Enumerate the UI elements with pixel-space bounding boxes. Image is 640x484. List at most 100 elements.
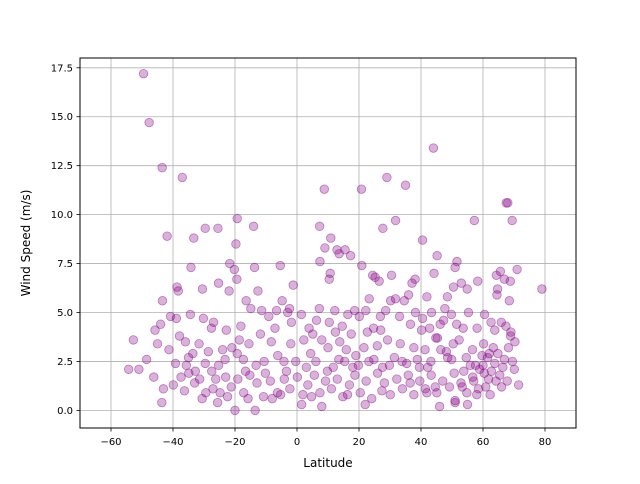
scatter-point <box>478 360 488 371</box>
scatter-point <box>215 388 225 398</box>
scatter-point <box>448 282 459 292</box>
scatter-point <box>409 390 419 400</box>
scatter-point <box>379 378 390 388</box>
scatter-point <box>432 388 442 398</box>
scatter-point <box>227 343 237 353</box>
scatter-point <box>384 360 395 371</box>
y-tick-label: 7.5 <box>57 259 73 270</box>
scatter-point <box>157 296 168 306</box>
scatter-point <box>449 368 459 378</box>
scatter-point <box>369 354 379 365</box>
scatter-point <box>232 213 242 224</box>
scatter-point <box>346 329 356 339</box>
scatter-point <box>485 390 495 400</box>
scatter-point <box>473 276 483 286</box>
scatter-point <box>198 313 209 324</box>
scatter-point <box>255 329 266 339</box>
y-tick-label: 5.0 <box>57 308 73 319</box>
scatter-point <box>423 362 433 373</box>
scatter-point <box>155 319 166 329</box>
scatter-point <box>266 337 276 347</box>
scatter-point <box>486 366 497 376</box>
scatter-point <box>501 198 511 208</box>
scatter-point <box>328 362 338 373</box>
scatter-point <box>296 399 307 410</box>
scatter-point <box>256 305 267 316</box>
scatter-point <box>414 362 425 373</box>
scatter-point <box>512 264 522 275</box>
scatter-point <box>270 323 280 333</box>
scatter-point <box>478 339 489 349</box>
scatter-point <box>152 339 163 349</box>
scatter-point <box>459 366 469 376</box>
scatter-point <box>330 305 340 316</box>
scatter-point <box>217 344 228 355</box>
scatter-point <box>338 391 348 402</box>
scatter-point <box>225 258 235 269</box>
scatter-point <box>457 382 467 392</box>
scatter-point <box>186 262 196 273</box>
scatter-point <box>506 327 516 337</box>
x-tick-label: −40 <box>162 437 183 448</box>
scatter-point <box>230 405 240 416</box>
scatter-point <box>275 260 285 271</box>
y-tick-label: 12.5 <box>51 161 73 172</box>
scatter-point <box>303 380 313 390</box>
scatter-point <box>444 382 455 392</box>
scatter-point <box>162 231 172 241</box>
scatter-point <box>319 184 329 194</box>
scatter-point <box>213 223 223 234</box>
scatter-point <box>273 350 283 361</box>
x-tick-label: 80 <box>539 437 552 448</box>
scatter-point <box>232 274 242 284</box>
scatter-point <box>267 393 277 404</box>
scatter-point <box>150 325 160 335</box>
scatter-point <box>233 374 243 384</box>
scatter-point <box>350 370 360 380</box>
scatter-point <box>224 286 234 296</box>
scatter-point <box>296 309 307 320</box>
scatter-point <box>299 335 309 345</box>
scatter-point <box>334 354 344 365</box>
scatter-point <box>405 319 416 329</box>
scatter-point <box>259 356 269 367</box>
scatter-point <box>434 401 445 412</box>
scatter-point <box>488 343 498 353</box>
scatter-point <box>221 325 232 335</box>
scatter-point <box>340 245 350 255</box>
scatter-point <box>420 384 431 394</box>
scatter-point <box>240 366 251 376</box>
scatter-point <box>482 352 493 363</box>
scatter-point <box>412 354 422 365</box>
x-axis-ticks: −60 −40 −20 0 20 40 60 80 <box>100 428 551 448</box>
scatter-point <box>149 372 159 382</box>
scatter-point <box>469 376 479 386</box>
scatter-point <box>375 311 386 322</box>
scatter-point <box>367 270 378 281</box>
scatter-point <box>436 344 446 355</box>
scatter-point <box>479 368 489 378</box>
scatter-point <box>491 270 502 281</box>
scatter-point <box>429 268 439 279</box>
scatter-point <box>123 364 134 374</box>
scatter-point <box>468 372 478 382</box>
scatter-point <box>283 307 293 318</box>
scatter-point <box>376 325 386 335</box>
scatter-point <box>501 321 511 331</box>
scatter-point <box>291 356 301 367</box>
scatter-point <box>332 245 342 255</box>
scatter-point <box>395 339 405 349</box>
scatter-point <box>441 346 452 357</box>
scatter-point <box>503 198 513 208</box>
scatter-point <box>490 325 500 335</box>
scatter-point <box>499 274 510 284</box>
scatter-point <box>382 335 393 345</box>
scatter-point <box>454 335 464 345</box>
scatter-point <box>422 292 432 302</box>
scatter-point <box>314 303 325 314</box>
scatter-point <box>537 284 547 294</box>
scatter-point <box>458 323 468 333</box>
scatter-point <box>424 323 435 333</box>
